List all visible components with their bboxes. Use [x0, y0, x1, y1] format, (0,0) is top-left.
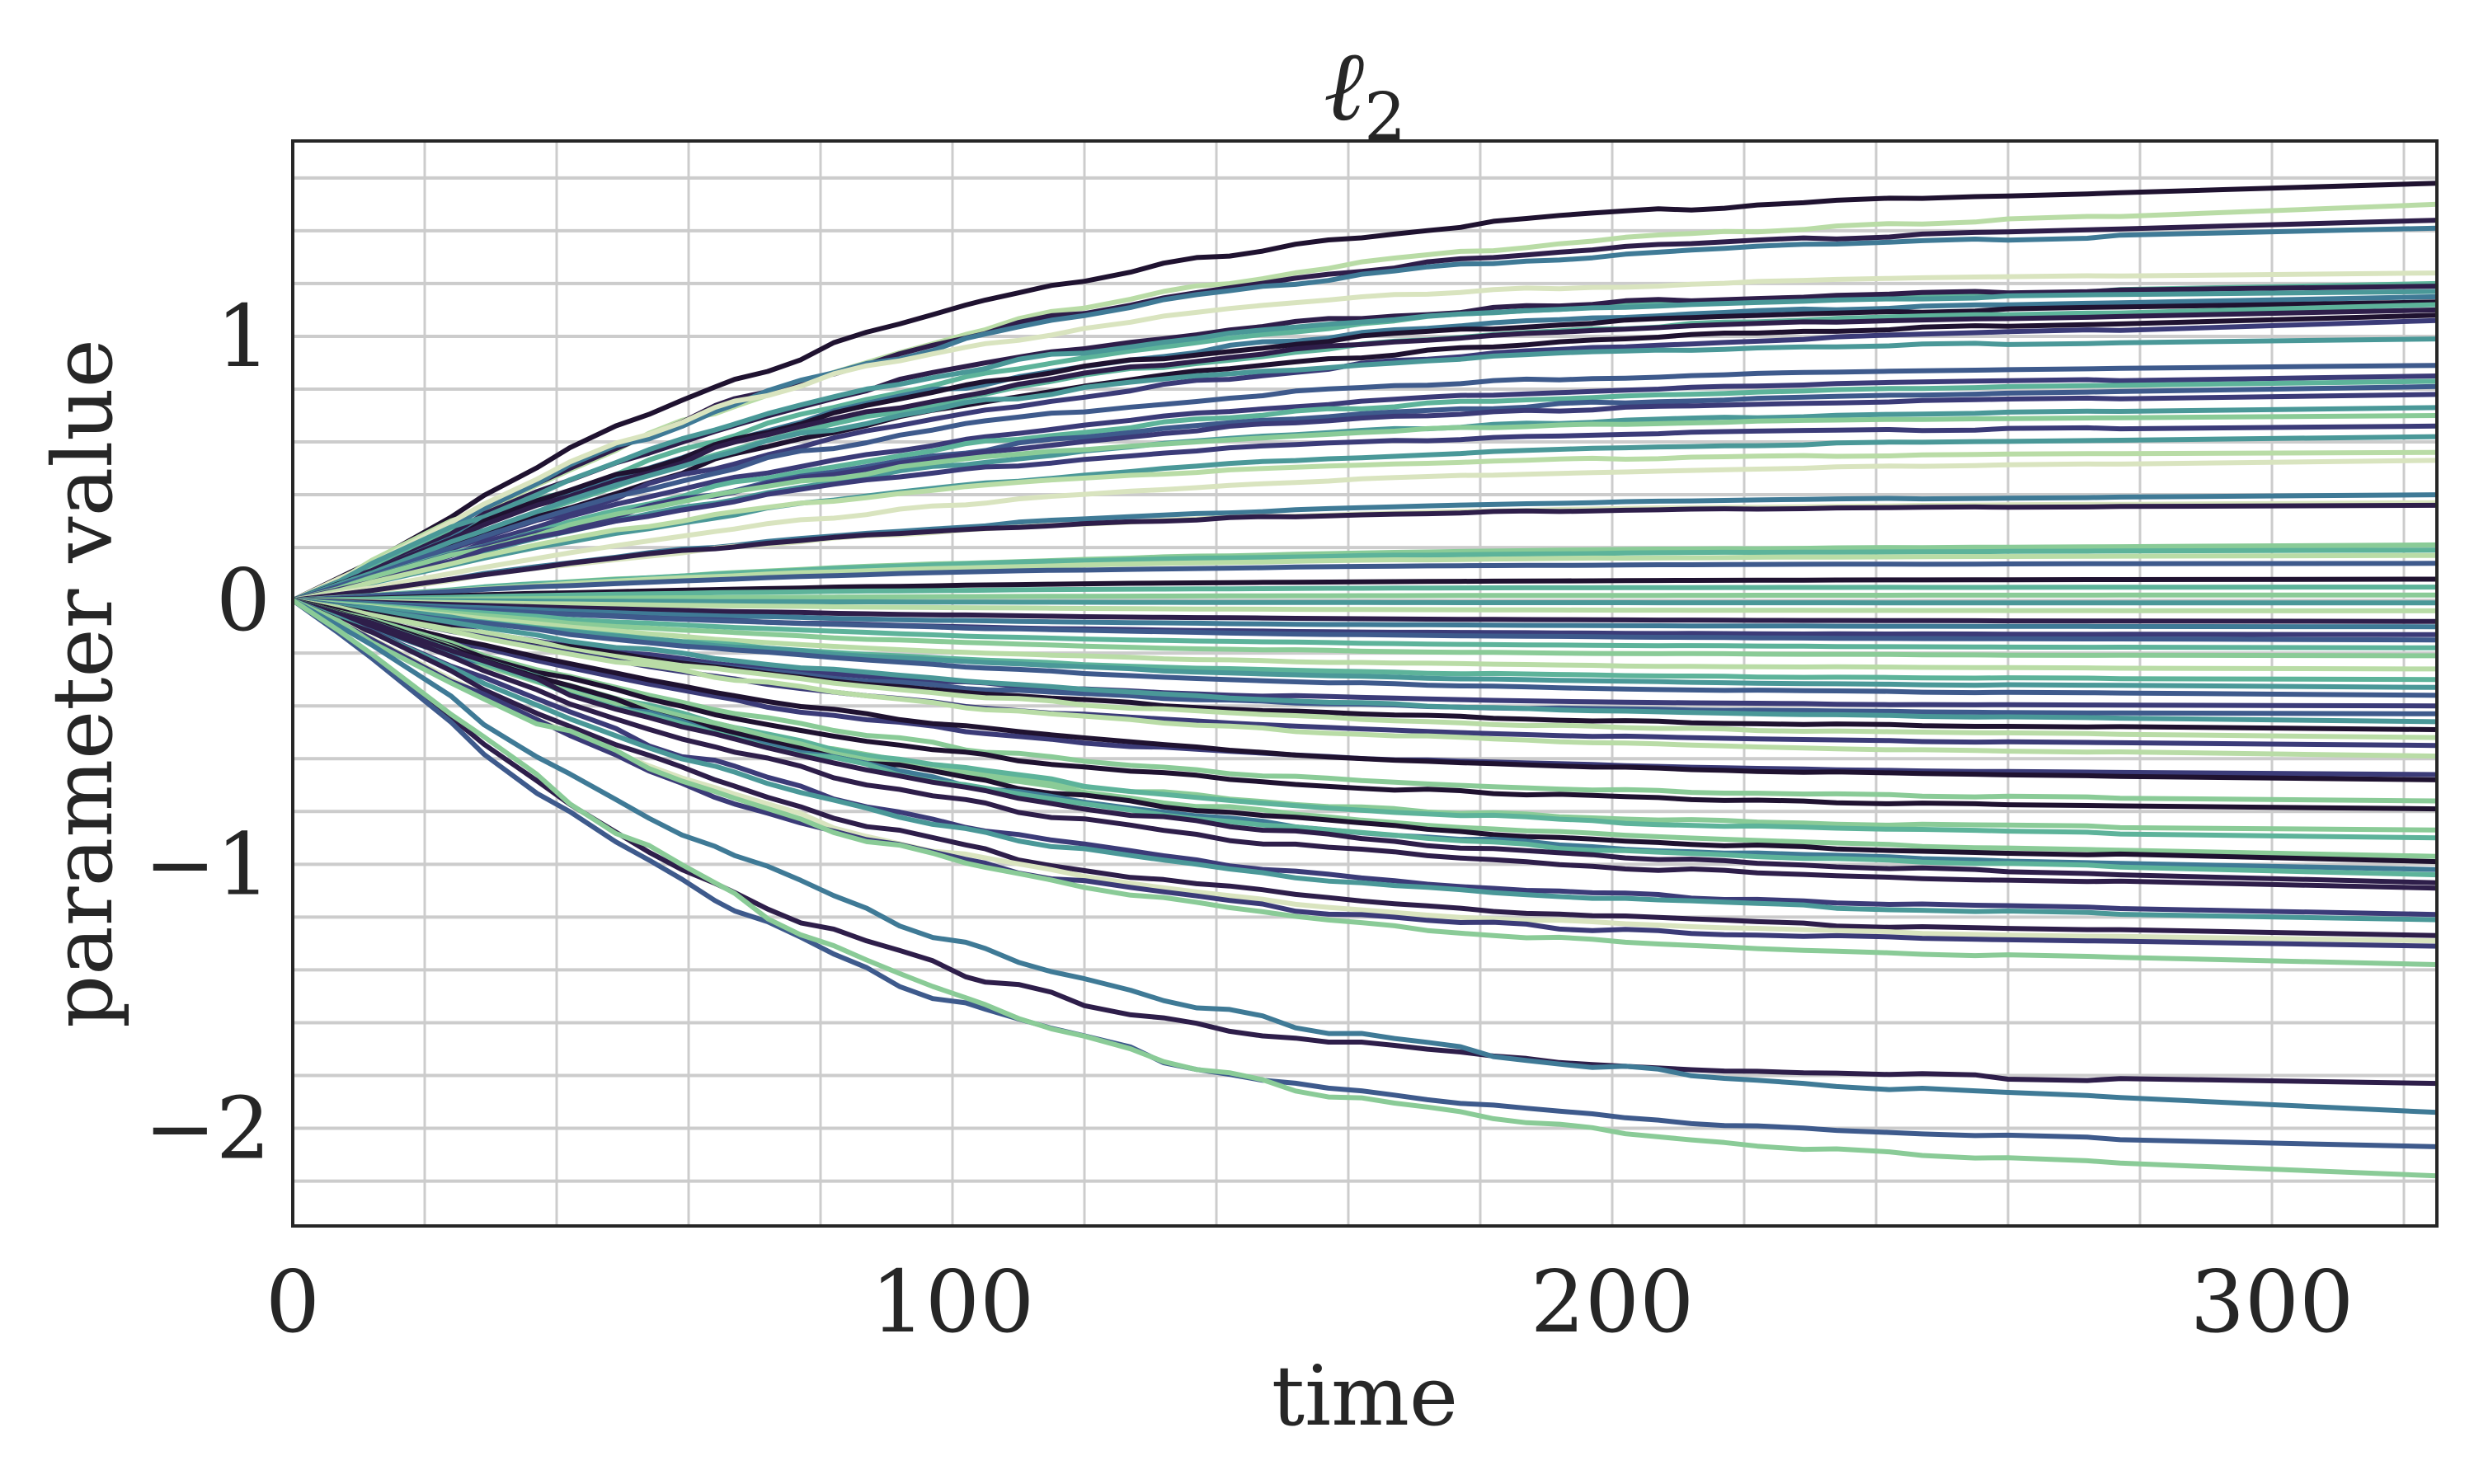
chart-title: ℓ2 [1324, 29, 1406, 155]
y-tick-label: −1 [144, 814, 270, 914]
parameter-trajectory-line [292, 413, 2438, 603]
parameter-trajectory-line [291, 289, 2438, 603]
parameter-trajectory-line [292, 598, 2438, 624]
parameter-trajectory-line [292, 598, 2438, 782]
parameter-trajectory-line [292, 598, 2438, 650]
parameter-trajectory-line [292, 423, 2438, 603]
parameter-trajectory-line [291, 270, 2438, 603]
parameter-trajectory-line [292, 598, 2438, 672]
parameter-trajectory-line [292, 598, 2438, 698]
parameter-trajectory-line [292, 502, 2438, 603]
parameter-trajectory-line [291, 598, 2438, 1115]
parameter-trajectory-line [292, 561, 2438, 603]
series-lines [291, 181, 2438, 1179]
x-tick-label: 0 [266, 1252, 320, 1352]
y-axis-ticks: −2 −1 0 1 [144, 286, 270, 1179]
parameter-trajectory-line [291, 299, 2438, 603]
parameter-trajectory-line [292, 598, 2438, 659]
parameter-trajectory-line [292, 317, 2438, 603]
parameter-trajectory-line [292, 598, 2438, 878]
x-tick-label: 100 [871, 1252, 1035, 1352]
parameter-trajectory-line [292, 363, 2438, 603]
parameter-trajectory-line [291, 598, 2438, 1179]
parameter-trajectory-line [292, 585, 2438, 603]
chart-title-main: ℓ [1324, 29, 1364, 143]
parameter-trajectory-line [292, 592, 2438, 603]
parameter-trajectory-line [292, 598, 2438, 885]
parameter-trajectory-line [291, 225, 2438, 603]
parameter-trajectory-line [292, 598, 2438, 643]
parameter-trajectory-line [291, 598, 2438, 938]
parameter-trajectory-line [291, 181, 2438, 603]
parameter-trajectory-line [292, 598, 2438, 859]
parameter-trajectory-line [292, 598, 2438, 725]
x-axis-ticks: 0 100 200 300 [266, 1252, 2354, 1352]
y-tick-label: 0 [216, 550, 270, 650]
y-axis-label: parameter value [35, 339, 131, 1028]
parameter-trajectory-line [292, 598, 2438, 690]
x-axis-label: time [1272, 1348, 1458, 1444]
parameter-trajectory-line [292, 598, 2438, 613]
parameter-trajectory-line [292, 392, 2438, 603]
parameter-trajectory-line [292, 576, 2438, 603]
x-tick-label: 300 [2190, 1252, 2354, 1352]
parameter-trajectory-line [292, 598, 2438, 740]
parameter-trajectory-line [292, 598, 2438, 891]
parameter-trajectory-line [292, 373, 2438, 603]
parameter-trajectory-line [292, 598, 2438, 812]
chart-title-subscript: 2 [1364, 78, 1406, 155]
parameter-trajectory-line [292, 552, 2438, 603]
x-tick-label: 200 [1531, 1252, 1695, 1352]
y-tick-label: −2 [144, 1078, 270, 1179]
parameter-trajectory-line [292, 598, 2438, 841]
parameter-trajectory-line [292, 598, 2438, 732]
parameter-trajectory-line [291, 598, 2438, 1087]
parameter-trajectory-line [292, 598, 2438, 630]
parameter-trajectory-line [292, 307, 2438, 603]
parameter-trajectory-line [291, 598, 2438, 923]
y-tick-label: 1 [216, 286, 270, 387]
plot-frame [291, 139, 2439, 1228]
parameter-trajectory-line [292, 449, 2438, 603]
parameter-trajectory-line [291, 284, 2438, 603]
parameter-trajectory-line [292, 598, 2438, 759]
parameter-trajectory-line [291, 598, 2438, 944]
parameter-trajectory-line [292, 458, 2438, 603]
parameter-trajectory-line [292, 598, 2438, 804]
parameter-trajectory-line [292, 598, 2438, 606]
parameter-trajectory-line [291, 598, 2438, 967]
parameter-trajectory-line [292, 336, 2438, 603]
